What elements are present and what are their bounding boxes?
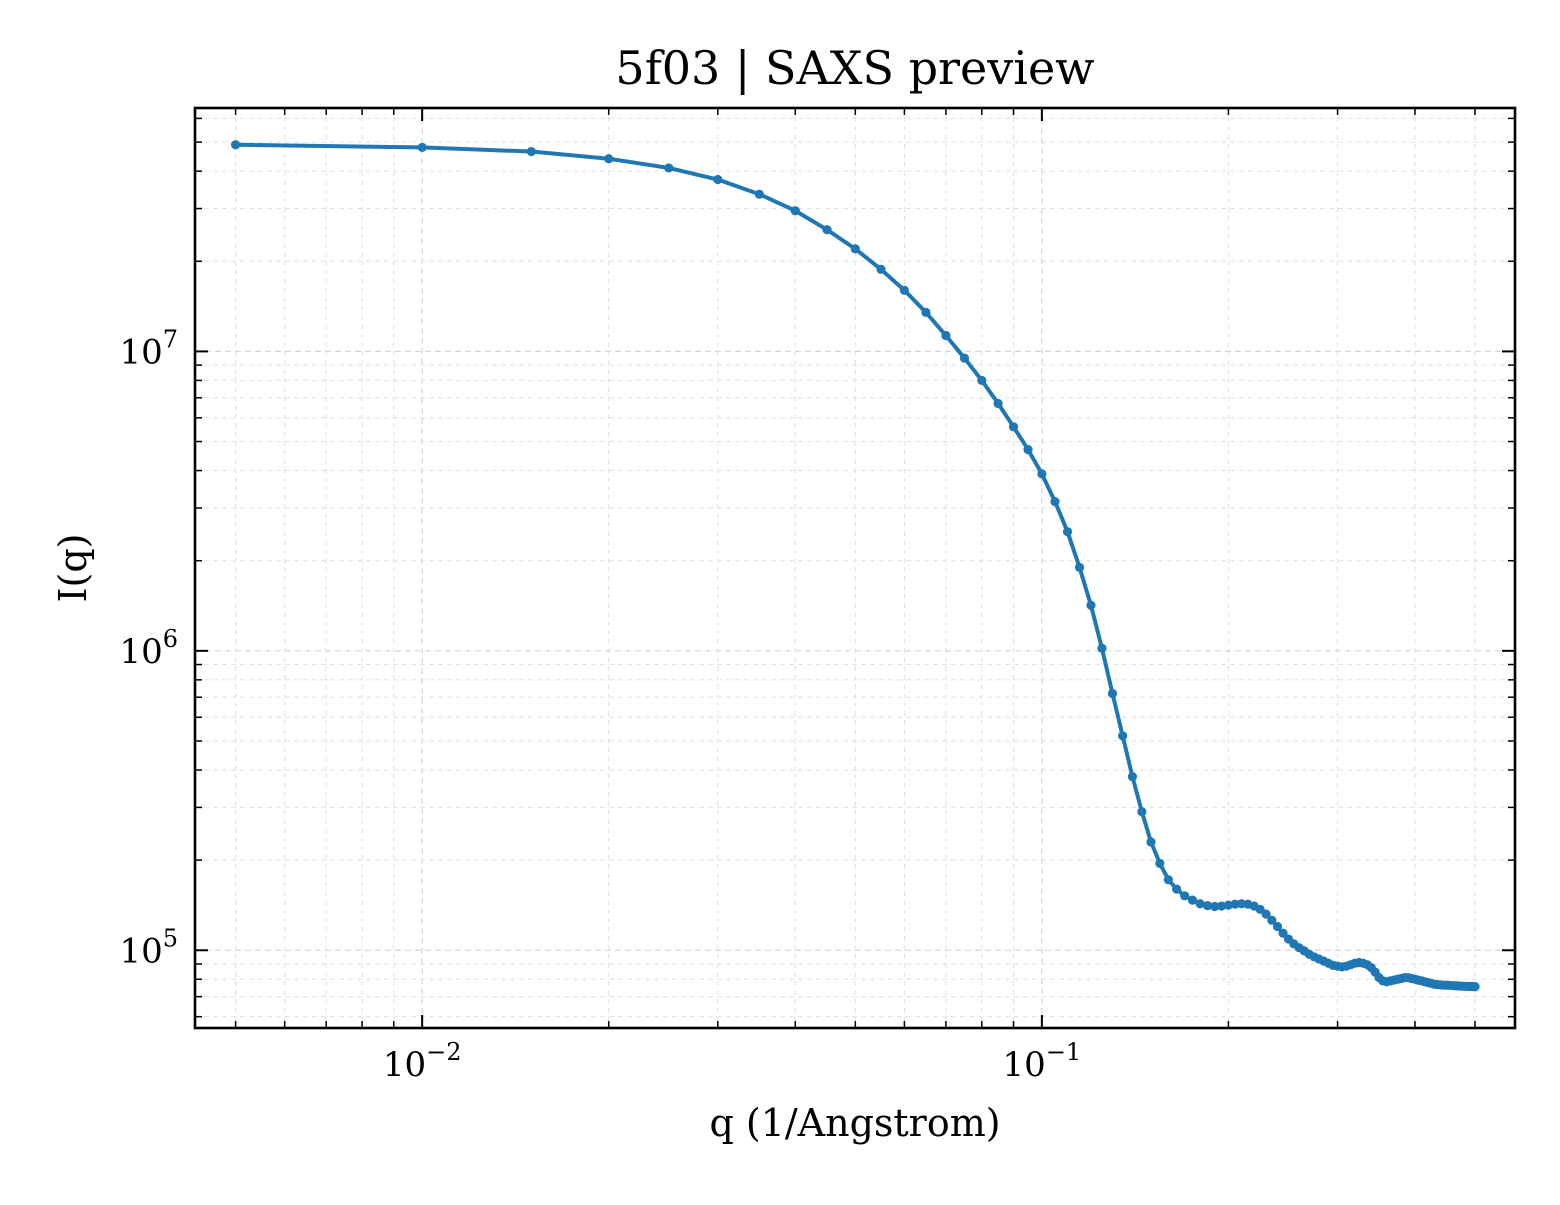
data-point <box>1210 901 1220 912</box>
data-point <box>604 154 614 164</box>
data-point <box>921 307 931 317</box>
data-point <box>1195 899 1205 909</box>
data-point <box>664 163 674 173</box>
data-point <box>1118 731 1128 741</box>
y-tick-label: 106 <box>119 625 178 672</box>
y-tick-label: 105 <box>119 924 178 971</box>
plot-frame <box>193 106 1517 1030</box>
data-point <box>899 285 909 295</box>
data-point <box>977 375 987 386</box>
data-point <box>876 264 886 274</box>
data-point <box>941 330 951 341</box>
data-point <box>1272 921 1283 932</box>
data-point <box>1267 915 1277 925</box>
chart-title: 5f03 | SAXS preview <box>615 41 1094 95</box>
data-point <box>1074 562 1085 572</box>
data-point <box>993 398 1003 409</box>
data-point <box>1107 688 1118 699</box>
data-point <box>822 225 832 235</box>
data-point <box>1261 909 1271 919</box>
data-point <box>526 146 536 157</box>
data-point <box>1163 875 1173 885</box>
data-point <box>1202 900 1213 911</box>
data-point <box>1127 772 1138 782</box>
data-point <box>417 142 427 153</box>
data-point <box>850 244 860 254</box>
data-point <box>1172 884 1182 894</box>
data-point <box>1062 527 1073 537</box>
x-axis-label: q (1/Angstrom) <box>709 1101 1000 1145</box>
x-tick-label: 10−1 <box>1003 1038 1082 1085</box>
grid <box>195 108 1515 1028</box>
data-point <box>790 206 800 216</box>
y-tick-label: 107 <box>119 325 178 372</box>
data-point <box>1023 444 1033 455</box>
data-point <box>1097 643 1107 653</box>
data-point <box>1086 600 1096 610</box>
data-point <box>1008 422 1019 432</box>
data-point <box>1470 982 1480 992</box>
data-point <box>959 353 970 363</box>
data-point <box>713 174 723 185</box>
data-point <box>1180 891 1190 901</box>
data-point <box>1050 497 1060 507</box>
data-point <box>1155 858 1165 869</box>
data-point <box>230 140 241 150</box>
data-point <box>754 189 764 199</box>
data-point <box>1217 901 1227 911</box>
data-point <box>1278 928 1288 938</box>
data-point <box>1037 469 1047 479</box>
data-point <box>1146 837 1156 847</box>
data-point <box>1137 807 1147 817</box>
y-axis-label: I(q) <box>51 534 95 603</box>
series-line <box>230 140 1480 992</box>
x-tick-label: 10−2 <box>383 1038 462 1085</box>
data-point <box>1187 895 1198 905</box>
